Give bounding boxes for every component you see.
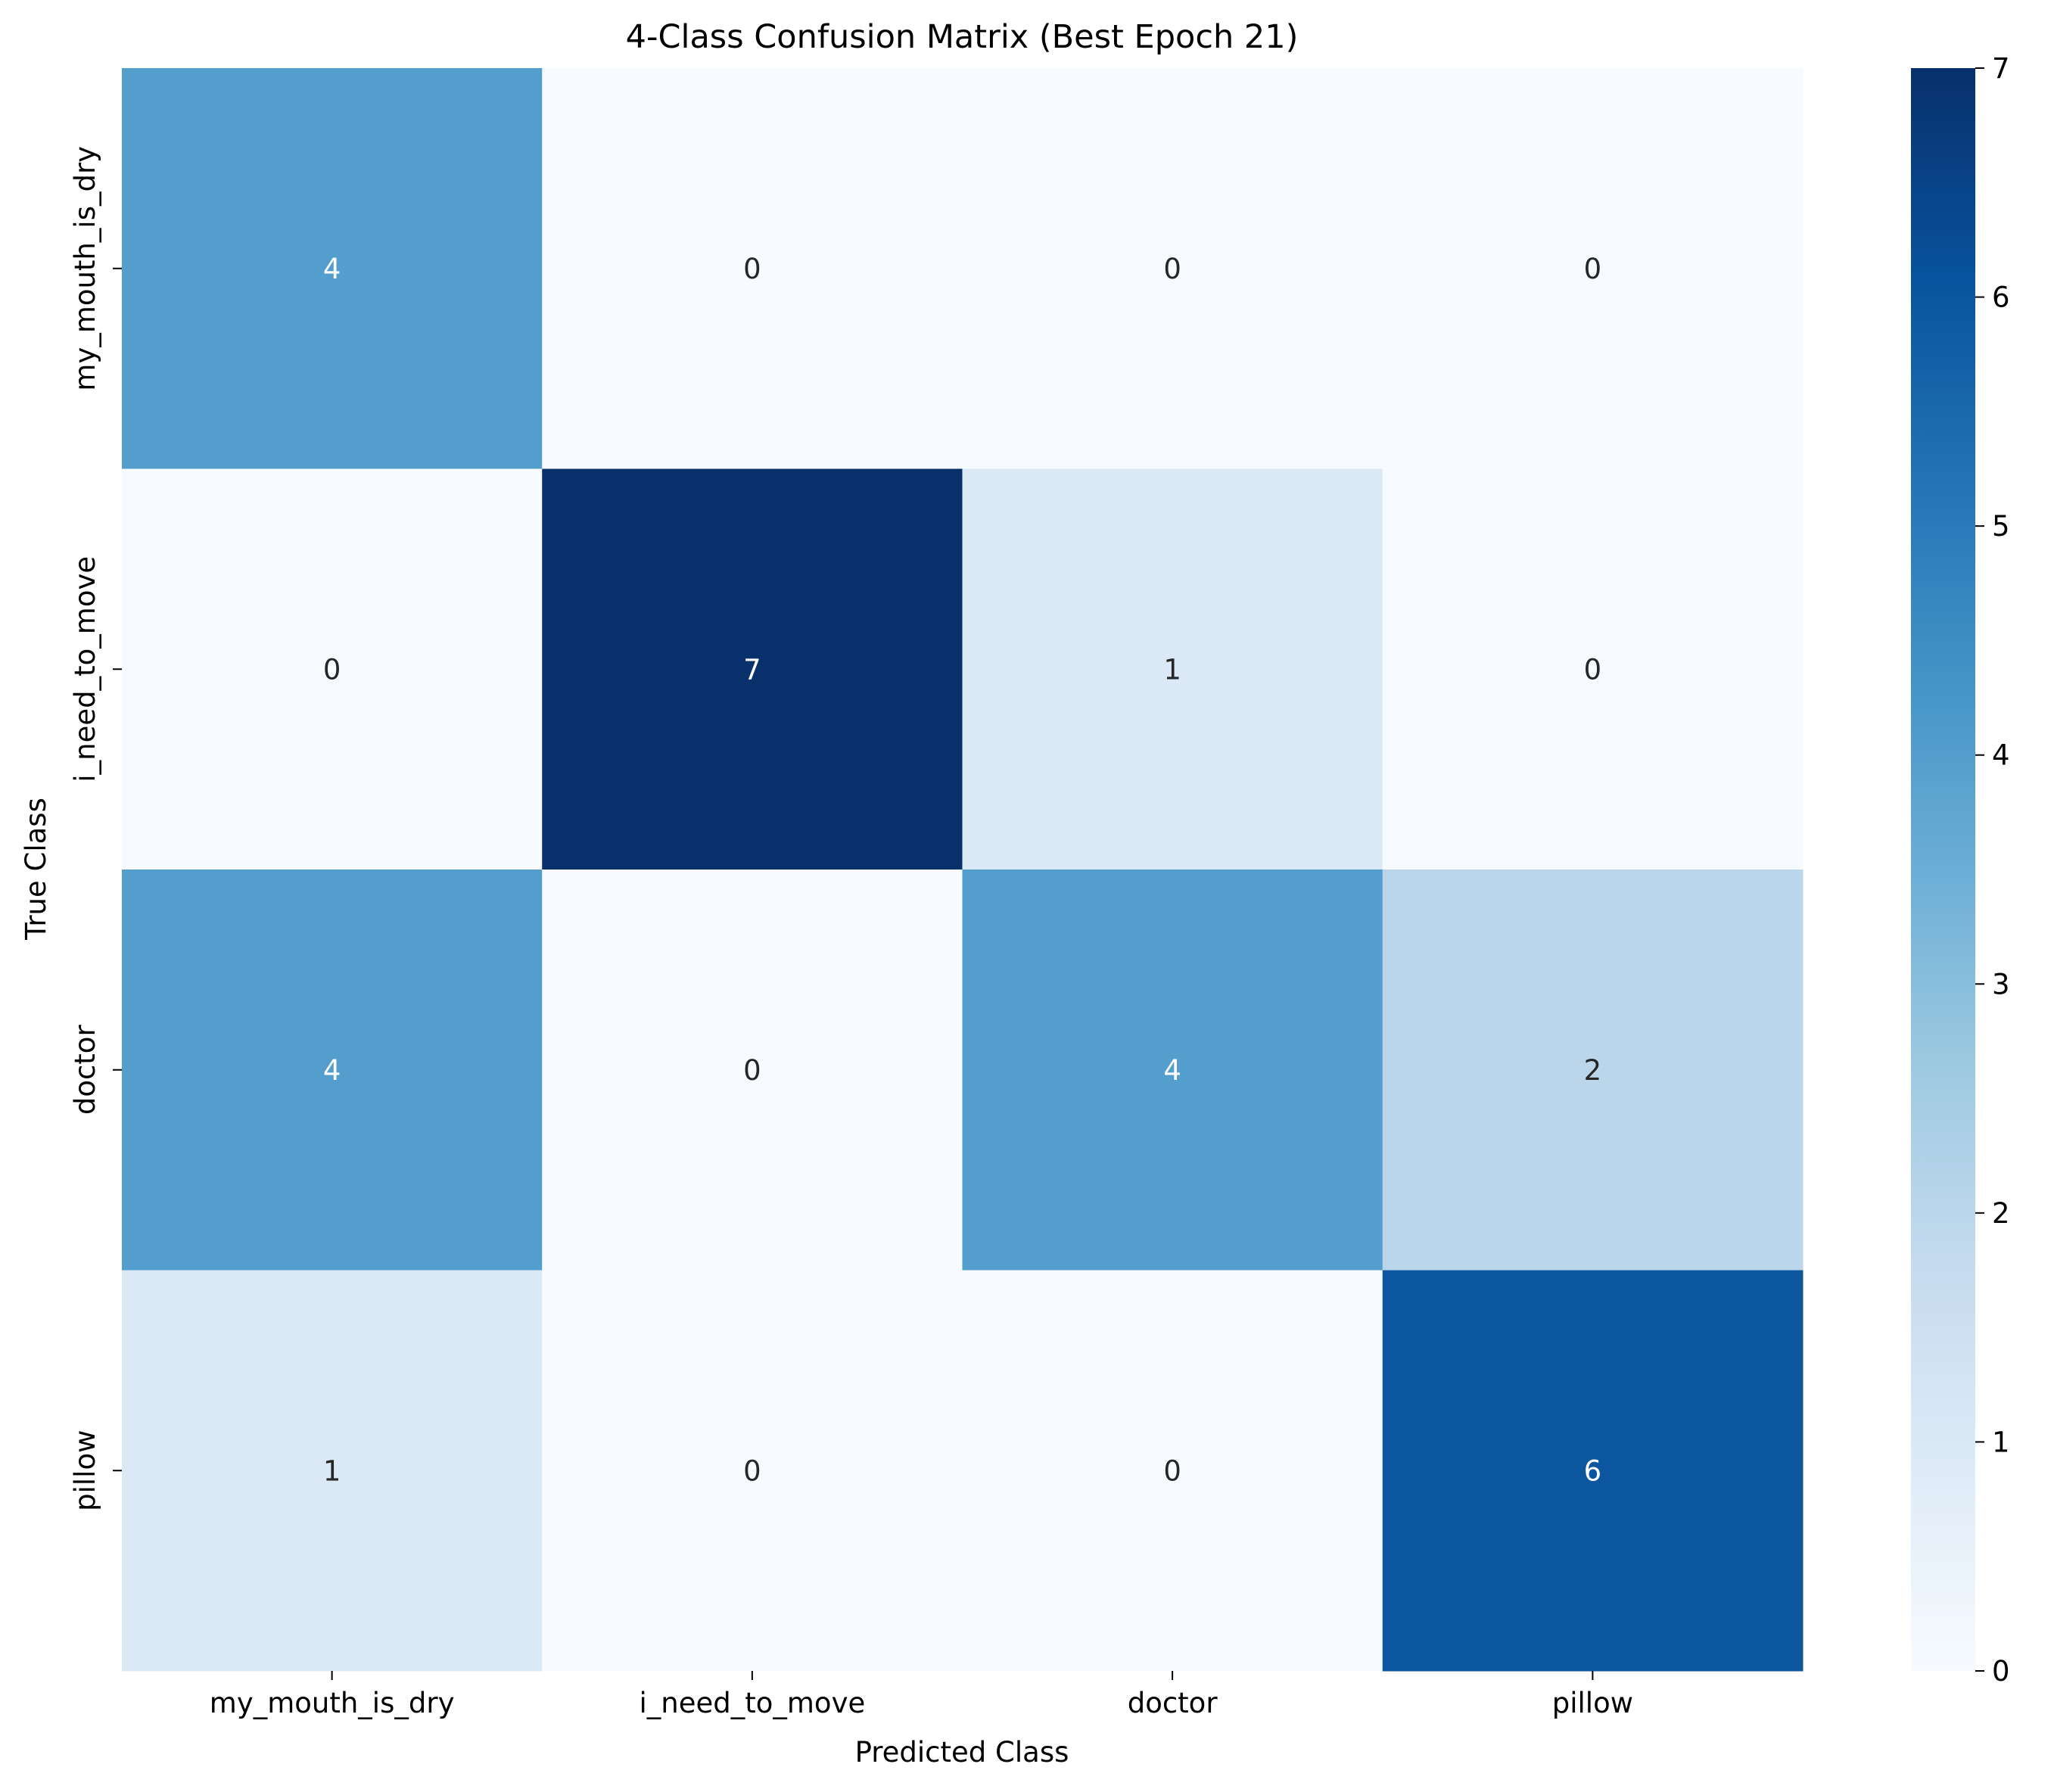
heatmap-cell [1382, 68, 1803, 469]
colorbar-tick-label: 4 [1992, 739, 2010, 772]
colorbar-tick-label: 3 [1992, 968, 2010, 1000]
x-tick-label: pillow [1552, 1687, 1633, 1719]
heatmap-cell [962, 1270, 1383, 1672]
cell-value-label: 4 [1163, 1054, 1181, 1087]
heatmap-cell [542, 68, 963, 469]
cell-value-label: 0 [1163, 1454, 1181, 1487]
colorbar-tick-label: 1 [1992, 1426, 2010, 1458]
cell-value-label: 2 [1584, 1054, 1602, 1087]
x-tick-label: i_need_to_move [640, 1687, 866, 1719]
colorbar-tick-label: 0 [1992, 1655, 2010, 1688]
y-tick-label: i_need_to_move [69, 556, 101, 782]
cell-value-label: 0 [743, 1054, 761, 1087]
cell-value-label: 6 [1584, 1454, 1602, 1487]
cell-value-label: 1 [1163, 653, 1181, 686]
cell-value-label: 4 [323, 253, 341, 285]
heatmap-cell [962, 68, 1383, 469]
cell-value-label: 4 [323, 1054, 341, 1087]
y-tick-label: my_mouth_is_dry [69, 146, 101, 391]
heatmap-cell [542, 468, 963, 870]
cell-value-label: 0 [1163, 253, 1181, 285]
heatmap-cells [122, 68, 1803, 1672]
cell-value-label: 0 [743, 1454, 761, 1487]
cell-value-label: 0 [1584, 253, 1602, 285]
heatmap-cell [1382, 468, 1803, 870]
colorbar-tick-label: 5 [1992, 510, 2010, 543]
y-axis-label: True Class [20, 798, 52, 941]
heatmap-cell [962, 468, 1383, 870]
chart-title: 4-Class Confusion Matrix (Best Epoch 21) [626, 18, 1299, 56]
cell-value-label: 0 [323, 653, 341, 686]
y-tick-label: doctor [69, 1025, 101, 1115]
cell-value-label: 7 [743, 653, 761, 686]
cell-value-labels: 4 0 0 0 0 7 1 0 4 0 4 2 1 0 0 6 [323, 253, 1601, 1488]
x-axis: my_mouth_is_dry i_need_to_move doctor pillo… [210, 1671, 1633, 1719]
x-axis-label: Predicted Class [855, 1736, 1069, 1769]
heatmap-cell [962, 870, 1383, 1271]
heatmap-cell [122, 68, 543, 469]
cell-value-label: 0 [1584, 653, 1602, 686]
heatmap-cell [122, 870, 543, 1271]
colorbar-gradient [1911, 68, 1975, 1671]
colorbar-tick-label: 2 [1992, 1197, 2010, 1230]
colorbar-ticks: 0 1 2 3 4 5 6 7 [1975, 52, 2010, 1688]
colorbar-tick-label: 6 [1992, 282, 2010, 314]
cell-value-label: 0 [743, 253, 761, 285]
heatmap-cell [542, 1270, 963, 1672]
x-tick-label: my_mouth_is_dry [210, 1687, 455, 1719]
cell-value-label: 1 [323, 1454, 341, 1487]
heatmap-cell [1382, 1270, 1803, 1672]
heatmap-cell [542, 870, 963, 1271]
x-tick-label: doctor [1128, 1687, 1218, 1719]
y-tick-label: pillow [69, 1430, 101, 1511]
colorbar: 0 1 2 3 4 5 6 7 [1911, 52, 2010, 1688]
heatmap-cell [122, 1270, 543, 1672]
heatmap-cell [1382, 870, 1803, 1271]
heatmap-cell [122, 468, 543, 870]
colorbar-tick-label: 7 [1992, 52, 2010, 85]
